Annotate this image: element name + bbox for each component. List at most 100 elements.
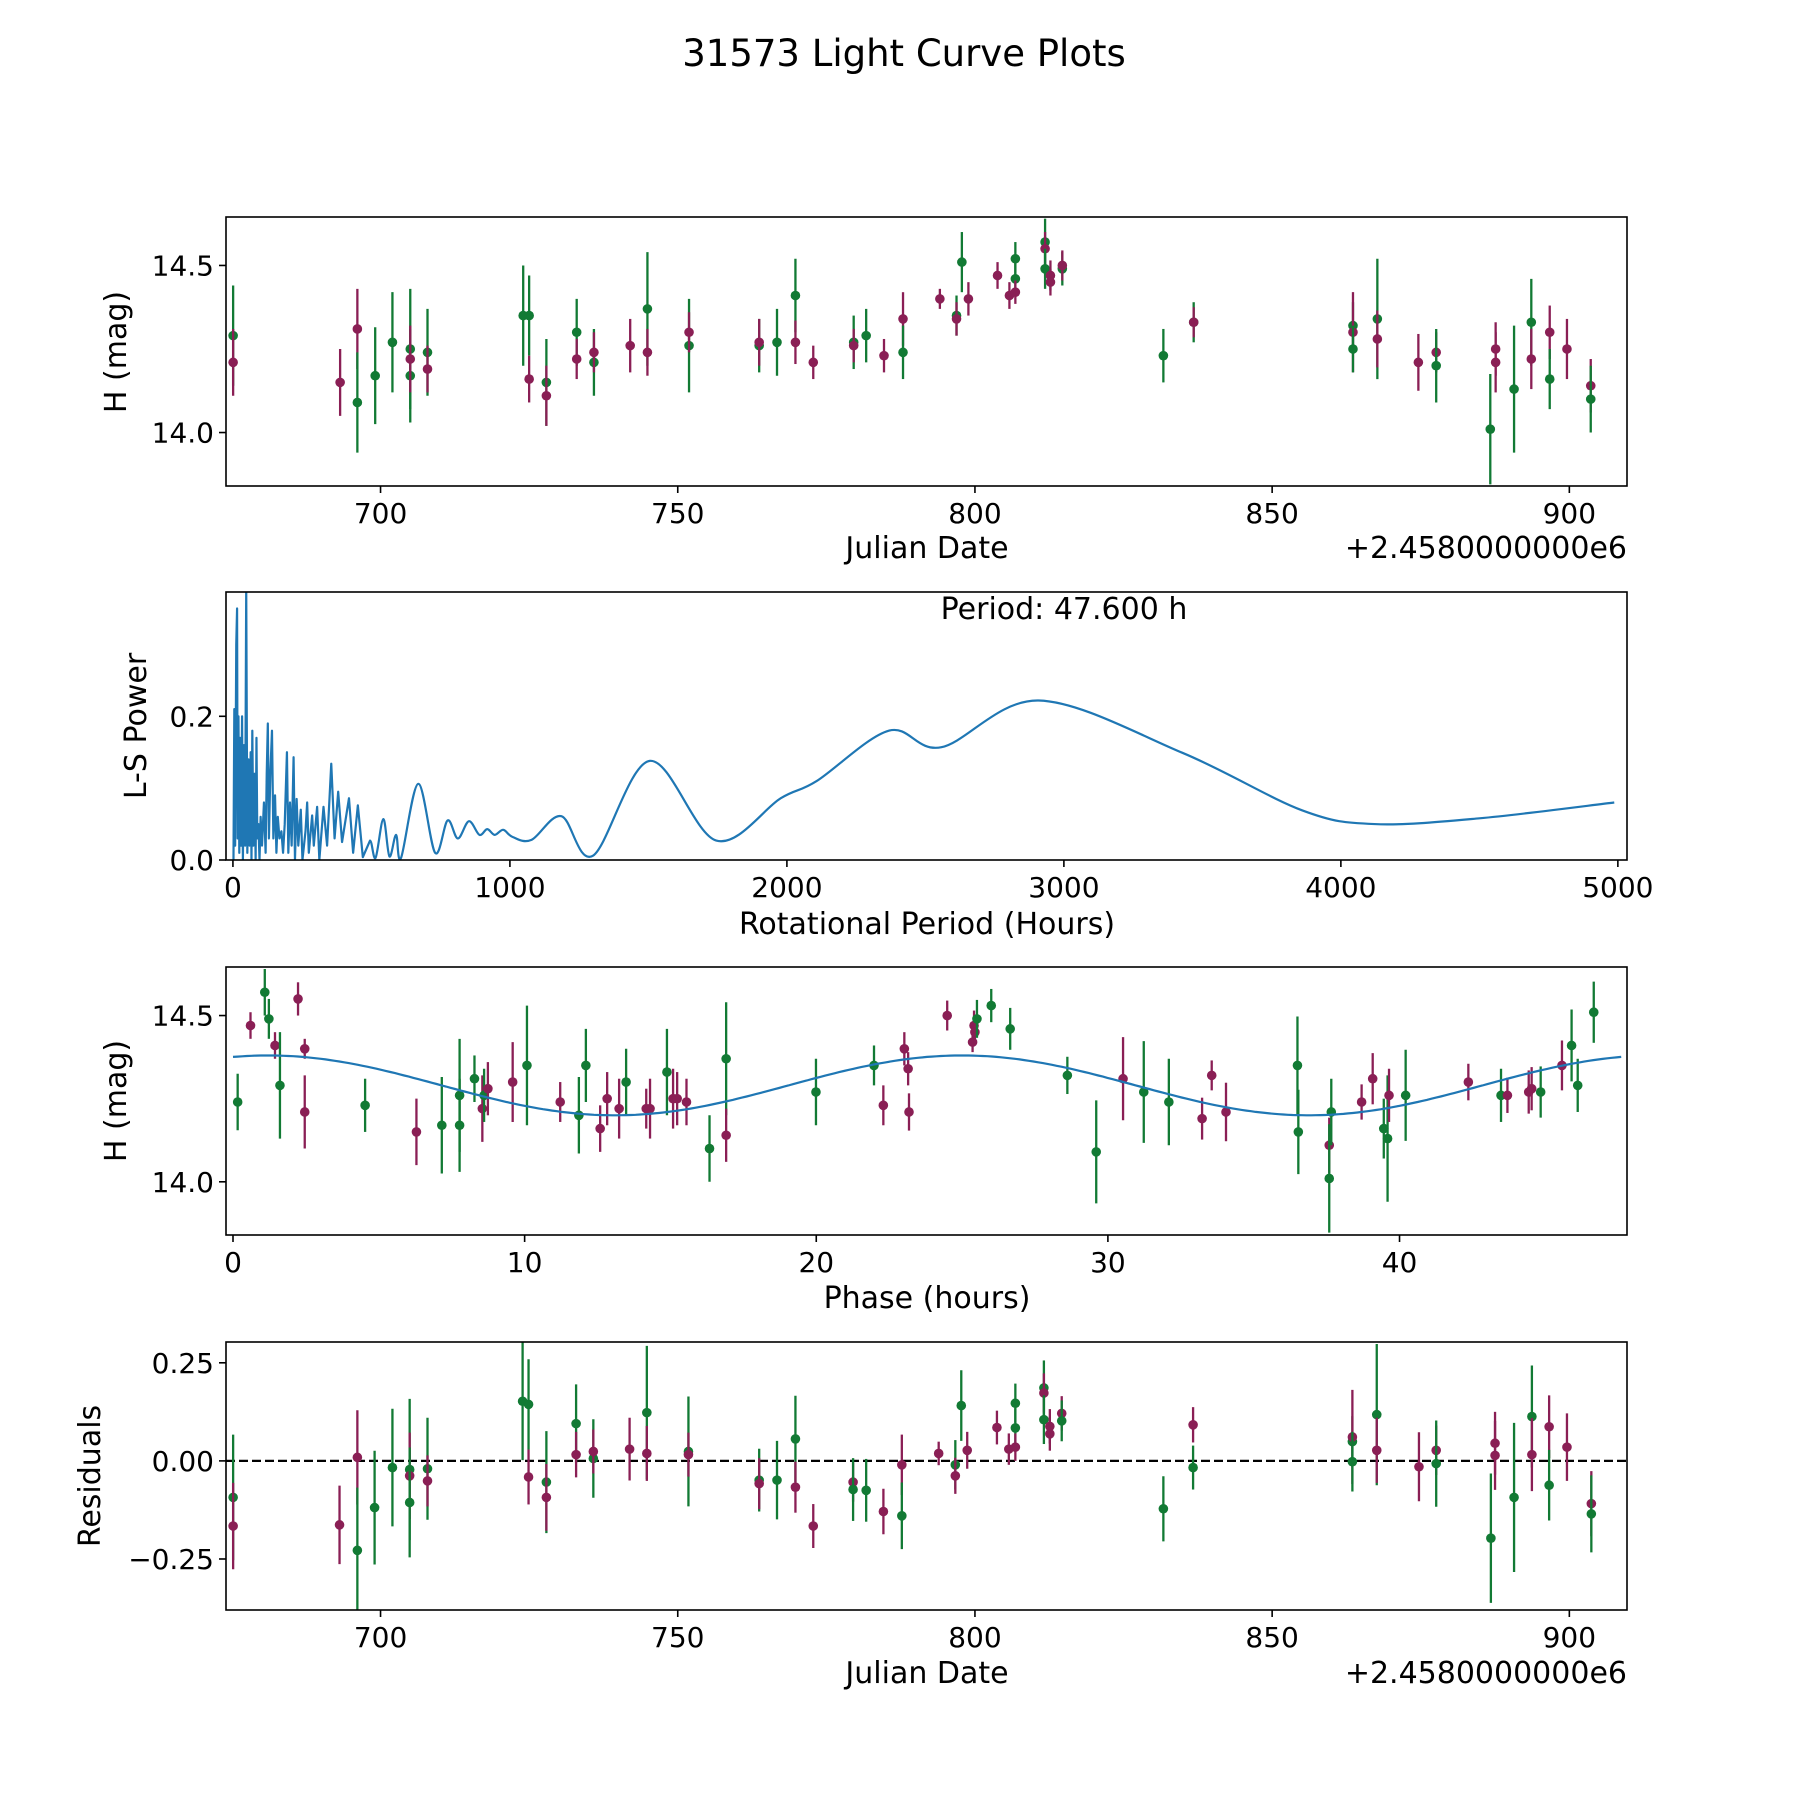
data-point bbox=[1509, 1422, 1519, 1572]
data-marker bbox=[808, 357, 819, 368]
data-point bbox=[1562, 318, 1572, 380]
data-point bbox=[387, 292, 398, 393]
data-point bbox=[808, 345, 819, 380]
data-marker bbox=[422, 1476, 433, 1486]
data-marker bbox=[1371, 1445, 1382, 1456]
data-marker bbox=[684, 327, 694, 338]
data-marker bbox=[642, 1407, 652, 1418]
data-marker bbox=[352, 1452, 363, 1463]
data-point bbox=[897, 1482, 907, 1550]
data-marker bbox=[1463, 1077, 1474, 1087]
data-point bbox=[721, 1002, 731, 1116]
data-marker bbox=[574, 1110, 584, 1121]
data-point bbox=[704, 1115, 715, 1182]
data-point bbox=[624, 1417, 635, 1481]
data-point bbox=[1400, 1049, 1411, 1141]
data-marker bbox=[360, 1100, 370, 1111]
data-marker bbox=[259, 987, 270, 998]
y-tick-label: 14.5 bbox=[152, 249, 214, 282]
data-point bbox=[581, 1028, 591, 1102]
data-marker bbox=[1586, 1509, 1597, 1519]
data-point bbox=[861, 308, 871, 363]
data-marker bbox=[275, 1080, 285, 1091]
data-marker bbox=[1057, 260, 1068, 271]
data-marker bbox=[681, 1097, 692, 1107]
data-point bbox=[1188, 1445, 1198, 1490]
data-point bbox=[1039, 1395, 1049, 1445]
plot-area bbox=[226, 1342, 1627, 1610]
data-point bbox=[1045, 1416, 1055, 1451]
data-marker bbox=[878, 1506, 889, 1517]
data-point bbox=[335, 348, 345, 416]
y-tick-label: 0.00 bbox=[152, 1445, 214, 1478]
y-tick-label: 14.0 bbox=[152, 1166, 214, 1199]
data-point bbox=[588, 1429, 599, 1474]
data-marker bbox=[1056, 1416, 1067, 1426]
data-point bbox=[1188, 1407, 1198, 1443]
axes-frame bbox=[225, 591, 1628, 861]
data-marker bbox=[245, 1020, 256, 1031]
data-marker bbox=[878, 1100, 889, 1111]
data-marker bbox=[1039, 1388, 1049, 1398]
data-marker bbox=[571, 327, 582, 338]
data-point bbox=[1372, 310, 1383, 368]
data-point bbox=[861, 1458, 871, 1522]
data-marker bbox=[571, 354, 582, 364]
data-marker bbox=[848, 1484, 858, 1495]
data-marker bbox=[897, 1511, 907, 1521]
x-tick-label: 0 bbox=[224, 1246, 242, 1279]
data-point bbox=[1431, 1420, 1441, 1507]
residuals-panel: Julian Date +2.4580000000e6 Residuals 70… bbox=[73, 1341, 1628, 1691]
data-marker bbox=[721, 1130, 731, 1141]
data-marker bbox=[1045, 277, 1056, 287]
y-tick-label: 0.2 bbox=[169, 700, 214, 733]
power-spectrum-line bbox=[232, 592, 1615, 860]
data-marker bbox=[1324, 1173, 1335, 1184]
data-marker bbox=[642, 1448, 652, 1459]
data-marker bbox=[672, 1093, 682, 1104]
data-marker bbox=[571, 1449, 581, 1460]
data-point bbox=[1367, 1053, 1378, 1105]
data-point bbox=[811, 1058, 821, 1126]
data-marker bbox=[861, 1485, 871, 1496]
data-point bbox=[642, 328, 653, 376]
data-marker bbox=[1010, 253, 1021, 264]
y-tick-label: −0.25 bbox=[128, 1543, 214, 1576]
data-point bbox=[352, 1487, 363, 1610]
periodogram-panel: Rotational Period (Hours) L-S Power Peri… bbox=[119, 591, 1653, 942]
data-point bbox=[1544, 1395, 1554, 1459]
data-point bbox=[933, 1441, 944, 1466]
light-curve-panel: Julian Date +2.4580000000e6 H (mag) 700 7… bbox=[99, 216, 1628, 566]
data-marker bbox=[1062, 1070, 1073, 1081]
data-point bbox=[942, 1000, 953, 1031]
data-point bbox=[772, 308, 782, 376]
x-offset-text: +2.4580000000e6 bbox=[1345, 531, 1627, 566]
data-point bbox=[524, 355, 534, 403]
data-point bbox=[957, 232, 967, 293]
data-point bbox=[555, 1082, 566, 1122]
data-point bbox=[370, 327, 380, 425]
data-point bbox=[228, 328, 238, 396]
model-fit-curve bbox=[232, 1054, 1622, 1117]
data-marker bbox=[1010, 1442, 1021, 1452]
y-tick-label: 14.5 bbox=[152, 1000, 214, 1033]
data-point bbox=[1544, 1449, 1554, 1521]
data-marker bbox=[848, 340, 859, 351]
data-point bbox=[507, 1042, 518, 1122]
data-point bbox=[956, 1370, 967, 1441]
data-marker bbox=[352, 397, 363, 408]
data-point bbox=[950, 1457, 961, 1494]
data-marker bbox=[642, 304, 653, 314]
data-point bbox=[571, 1431, 581, 1478]
data-point bbox=[721, 1108, 731, 1162]
data-point bbox=[270, 1032, 280, 1059]
data-marker bbox=[1585, 394, 1596, 404]
axes-frame bbox=[225, 966, 1628, 1236]
phased-light-curve-panel: Phase (hours) H (mag) 0 10 20 30 40 14.0 14.5 bbox=[99, 966, 1628, 1316]
data-marker bbox=[1544, 1421, 1554, 1432]
data-point bbox=[1293, 1089, 1304, 1175]
data-marker bbox=[1502, 1090, 1513, 1101]
data-point bbox=[245, 1012, 256, 1039]
data-marker bbox=[477, 1103, 488, 1114]
data-marker bbox=[754, 337, 764, 348]
